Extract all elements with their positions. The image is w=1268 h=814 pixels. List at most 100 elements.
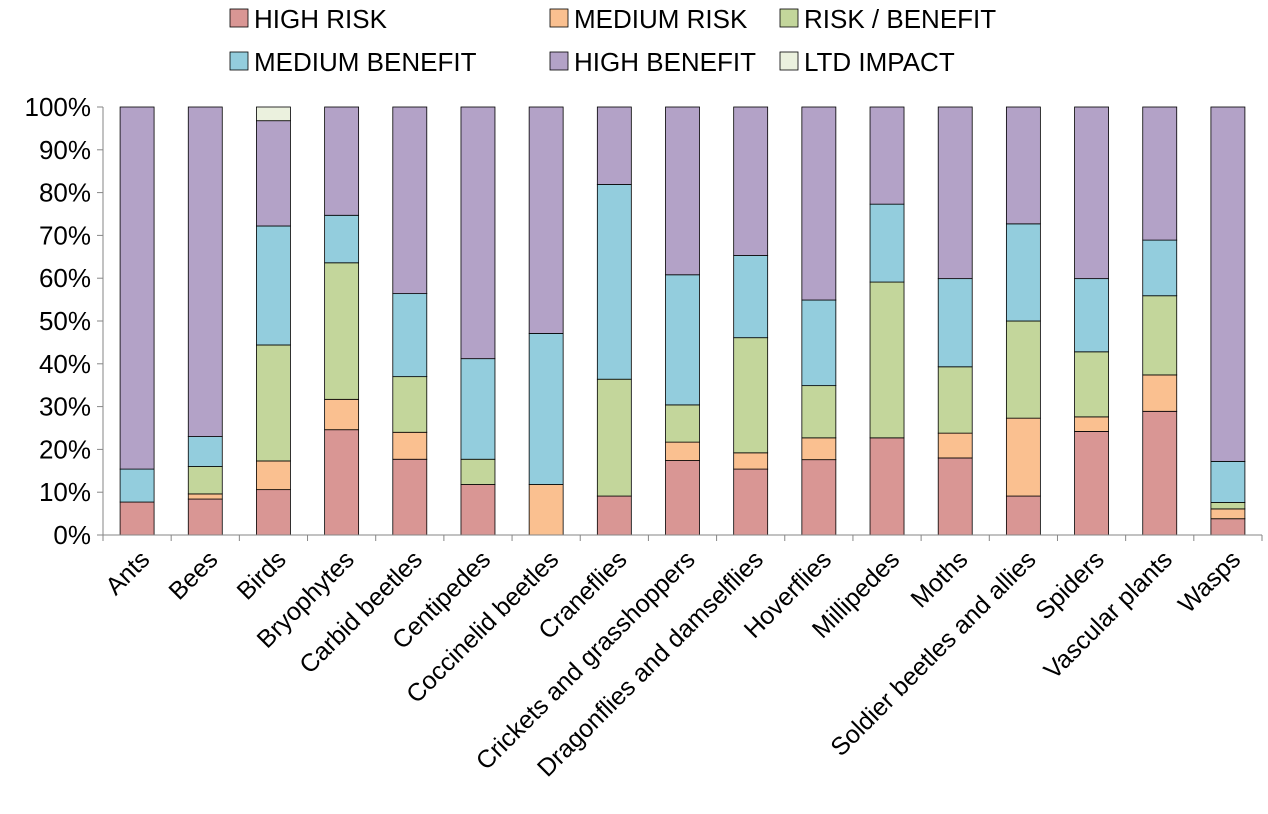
bar-segment-high-risk [1142, 410, 1178, 536]
bar-segment-medium-risk [1210, 508, 1246, 520]
bar-segment-risk-benefit [937, 366, 973, 434]
bar-stack-carbid-beetles [392, 106, 428, 536]
bar-segment-high-benefit [187, 106, 223, 437]
y-tick-label: 30% [39, 392, 91, 422]
bar-segment-high-benefit [869, 106, 905, 205]
bar-stack-coccinelid-beetles [528, 106, 564, 536]
bar-stack-bees [187, 106, 223, 536]
bar-segment-high-benefit [119, 106, 155, 470]
bar-segment-high-risk [869, 437, 905, 536]
legend-item-high-benefit: HIGH BENEFIT [549, 47, 756, 77]
bar-segment-medium-risk [1005, 417, 1041, 497]
bar-segment-high-benefit [801, 106, 837, 301]
bar-segment-high-risk [119, 501, 155, 536]
bar-segment-medium-risk [324, 398, 360, 431]
bar-stack-ants [119, 106, 155, 536]
bar-segment-medium-risk [937, 432, 973, 459]
bar-segment-medium-benefit [801, 299, 837, 387]
bar-segment-medium-benefit [460, 358, 496, 460]
legend-label: MEDIUM RISK [574, 4, 748, 34]
bar-segment-risk-benefit [1074, 351, 1109, 418]
bar-segment-medium-risk [1142, 374, 1178, 412]
legend-label: HIGH BENEFIT [574, 47, 756, 77]
bar-segment-medium-risk [733, 452, 769, 470]
bar-segment-high-benefit [1210, 106, 1246, 462]
y-tick-label: 80% [39, 178, 91, 208]
bar-segment-high-benefit [596, 106, 632, 185]
bar-segment-high-benefit [392, 106, 428, 295]
bar-stack-vascular-plants [1142, 106, 1178, 536]
bar-segment-medium-benefit [937, 278, 973, 368]
legend: HIGH RISK MEDIUM RISK RISK / BENEFIT MEDIUM… [229, 4, 996, 77]
y-tick-label: 60% [39, 263, 91, 293]
bar-segment-risk-benefit [801, 385, 837, 439]
bar-segment-medium-benefit [869, 203, 905, 283]
bar-segment-high-benefit [324, 106, 360, 216]
legend-label: MEDIUM BENEFIT [254, 47, 477, 77]
bar-segment-medium-risk [187, 493, 223, 500]
legend-label: HIGH RISK [254, 4, 388, 34]
bar-segment-high-benefit [528, 106, 564, 334]
bar-stack-hoverflies [801, 106, 837, 536]
bar-segment-medium-benefit [1142, 239, 1178, 297]
x-tick-label-birds: Birds [232, 545, 292, 605]
y-tick-label: 40% [39, 349, 91, 379]
bar-segment-risk-benefit [869, 281, 905, 439]
bar-segment-ltd-impact [256, 106, 291, 122]
legend-swatch [229, 8, 249, 28]
x-tick-label-ants: Ants [100, 545, 155, 600]
bar-segment-risk-benefit [1142, 295, 1178, 376]
bar-segment-high-benefit [665, 106, 700, 276]
y-tick-label: 100% [25, 92, 92, 122]
bar-segment-risk-benefit [256, 344, 291, 462]
bar-segment-medium-benefit [528, 333, 564, 485]
bar-segment-high-benefit [1005, 106, 1041, 225]
legend-swatch [779, 8, 799, 28]
legend-swatch [229, 51, 249, 71]
bar-segment-medium-benefit [256, 225, 291, 346]
legend-label: RISK / BENEFIT [804, 4, 996, 34]
legend-item-medium-benefit: MEDIUM BENEFIT [229, 47, 477, 77]
bar-stack-soldier-beetles-and-allies [1005, 106, 1041, 536]
legend-swatch [549, 8, 569, 28]
bar-stack-spiders [1074, 106, 1109, 536]
y-tick-label: 20% [39, 434, 91, 464]
x-tick-label-wasps: Wasps [1173, 545, 1246, 618]
bar-segment-medium-benefit [324, 214, 360, 264]
bar-segment-high-risk [392, 458, 428, 536]
y-tick-label: 90% [39, 135, 91, 165]
bar-segment-medium-risk [256, 460, 291, 491]
bar-segment-medium-risk [1074, 416, 1109, 432]
bar-segment-risk-benefit [596, 378, 632, 497]
bar-segment-medium-benefit [1210, 460, 1246, 503]
bar-segment-medium-risk [801, 437, 837, 461]
bar-segment-high-benefit [733, 106, 769, 256]
bar-segment-high-benefit [1074, 106, 1109, 280]
bar-segment-high-risk [1210, 518, 1246, 536]
bar-stack-centipedes [460, 106, 496, 536]
bar-segment-high-risk [596, 495, 632, 536]
legend-item-high-risk: HIGH RISK [229, 4, 388, 34]
legend-item-ltd-impact: LTD IMPACT [779, 47, 955, 77]
bar-segment-high-risk [324, 429, 360, 536]
bar-segment-risk-benefit [460, 458, 496, 485]
bar-segment-risk-benefit [324, 262, 360, 400]
bar-segment-high-risk [256, 489, 291, 536]
y-tick-label: 70% [39, 220, 91, 250]
bar-stack-birds [256, 106, 291, 536]
bar-segment-high-benefit [937, 106, 973, 280]
bar-segment-high-risk [187, 498, 223, 536]
bar-segment-risk-benefit [392, 376, 428, 433]
bar-segment-high-risk [1005, 495, 1041, 536]
bar-segment-high-risk [665, 460, 700, 536]
bar-stack-craneflies [596, 106, 632, 536]
y-tick-label: 50% [39, 306, 91, 336]
bar-stack-wasps [1210, 106, 1246, 536]
y-axis: 0% 10% 20% 30% 40% 50% 60% 70% 80% 90% 100% [25, 92, 104, 550]
bar-stack-crickets-and-grasshoppers [665, 106, 700, 536]
bar-segment-high-risk [801, 459, 837, 536]
bar-segment-high-benefit [1142, 106, 1178, 241]
bar-segment-risk-benefit [733, 337, 769, 454]
bar-segment-medium-benefit [187, 436, 223, 467]
